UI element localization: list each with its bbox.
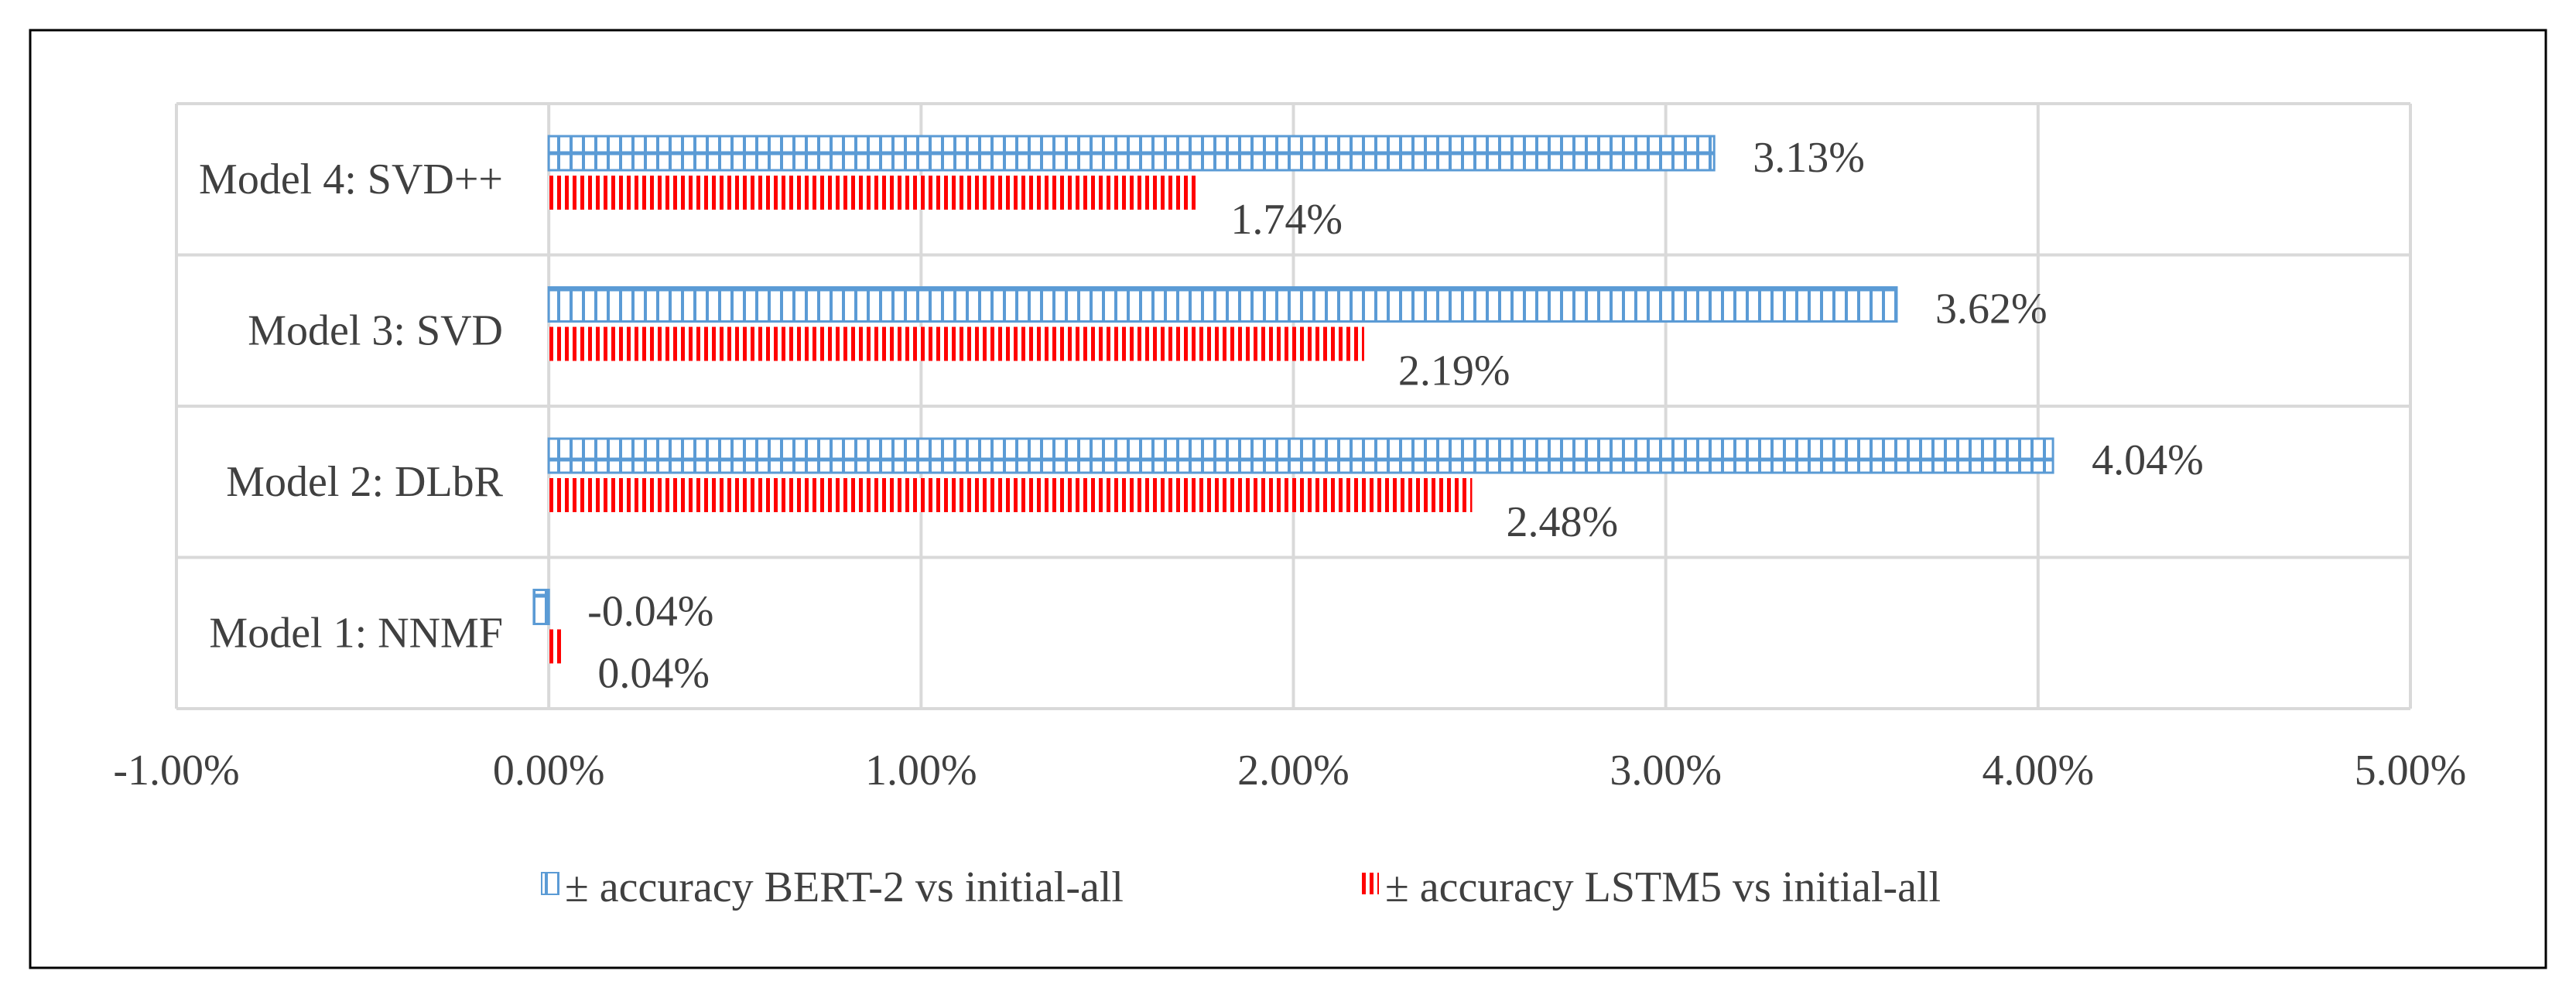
data-label: -0.04% <box>587 588 713 636</box>
bar-lstm5 <box>549 176 1197 210</box>
bar-lstm5 <box>549 326 1364 361</box>
data-label: 4.04% <box>2092 436 2204 484</box>
legend-item-lstm5: ± accuracy LSTM5 vs initial-all <box>1362 863 1941 911</box>
legend-label: ± accuracy BERT-2 vs initial-all <box>565 863 1124 911</box>
x-tick-label: 2.00% <box>1237 747 1350 795</box>
data-label: 2.48% <box>1506 498 1618 546</box>
x-tick-label: 3.00% <box>1610 747 1722 795</box>
legend: ± accuracy BERT-2 vs initial-all ± accura… <box>541 863 1941 911</box>
bar-lstm5 <box>549 478 1473 512</box>
x-tick-label: 0.00% <box>493 747 605 795</box>
legend-item-bert2: ± accuracy BERT-2 vs initial-all <box>541 863 1124 911</box>
legend-swatch <box>541 872 559 895</box>
data-label: 0.04% <box>597 650 710 698</box>
bar-bert2 <box>547 286 1898 323</box>
bar-bert2 <box>532 589 550 625</box>
plot-area: -1.00% 0.00% 1.00% 2.00% 3.00% 4.00% 5.00% Mode… <box>113 102 2467 795</box>
x-tick-label: 5.00% <box>2355 747 2467 795</box>
category-label: Model 1: NNMF <box>209 609 503 657</box>
category-label: Model 2: DLbR <box>226 458 503 506</box>
bar-bert2 <box>547 135 1716 172</box>
data-label: 3.62% <box>1935 285 2047 333</box>
x-tick-label: 4.00% <box>1982 747 2095 795</box>
bar-lstm5 <box>549 629 564 664</box>
category-label: Model 4: SVD++ <box>199 156 503 203</box>
data-label: 1.74% <box>1230 196 1343 244</box>
legend-swatch <box>1362 873 1379 894</box>
x-tick-label: 1.00% <box>865 747 977 795</box>
data-label: 3.13% <box>1753 134 1865 182</box>
legend-label: ± accuracy LSTM5 vs initial-all <box>1385 863 1941 911</box>
bar-bert2 <box>547 437 2054 474</box>
category-label: Model 3: SVD <box>248 306 503 354</box>
data-label: 2.19% <box>1398 347 1510 395</box>
x-tick-label: -1.00% <box>113 747 239 795</box>
